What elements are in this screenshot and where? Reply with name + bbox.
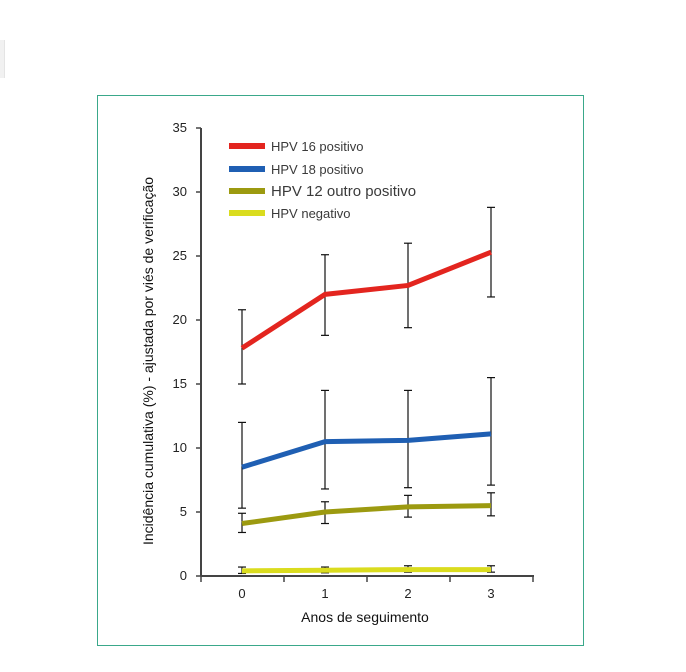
series-line bbox=[241, 567, 491, 574]
y-tick-label: 20 bbox=[173, 312, 187, 327]
x-tick-label: 2 bbox=[404, 586, 411, 601]
series-line bbox=[240, 249, 492, 351]
series-lines bbox=[240, 249, 492, 574]
y-axis-title: Incidência cumulativa (%) - ajustada por… bbox=[140, 177, 156, 545]
legend-label: HPV 16 positivo bbox=[271, 139, 364, 154]
chart-frame bbox=[97, 95, 584, 646]
y-tick-label: 15 bbox=[173, 376, 187, 391]
y-tick-label: 25 bbox=[173, 248, 187, 263]
y-tick-label: 5 bbox=[180, 504, 187, 519]
y-tick-label: 10 bbox=[173, 440, 187, 455]
legend-label: HPV 18 positivo bbox=[271, 162, 364, 177]
x-tick-label: 0 bbox=[238, 586, 245, 601]
series-line bbox=[241, 431, 492, 470]
y-tick-label: 35 bbox=[173, 120, 187, 135]
side-tab bbox=[0, 40, 5, 78]
x-axis-title: Anos de seguimento bbox=[301, 609, 429, 625]
x-tick-label: 1 bbox=[321, 586, 328, 601]
series-line bbox=[241, 503, 492, 526]
legend-label: HPV 12 outro positivo bbox=[271, 183, 416, 200]
y-tick-label: 0 bbox=[180, 568, 187, 583]
y-ticks: 0 5 10 15 20 25 30 35 bbox=[173, 120, 201, 583]
y-tick-label: 30 bbox=[173, 184, 187, 199]
legend: HPV 16 positivo HPV 18 positivo HPV 12 out… bbox=[229, 139, 416, 221]
x-tick-label: 3 bbox=[487, 586, 494, 601]
legend-label: HPV negativo bbox=[271, 206, 351, 221]
x-ticks: 0 1 2 3 bbox=[200, 576, 534, 601]
